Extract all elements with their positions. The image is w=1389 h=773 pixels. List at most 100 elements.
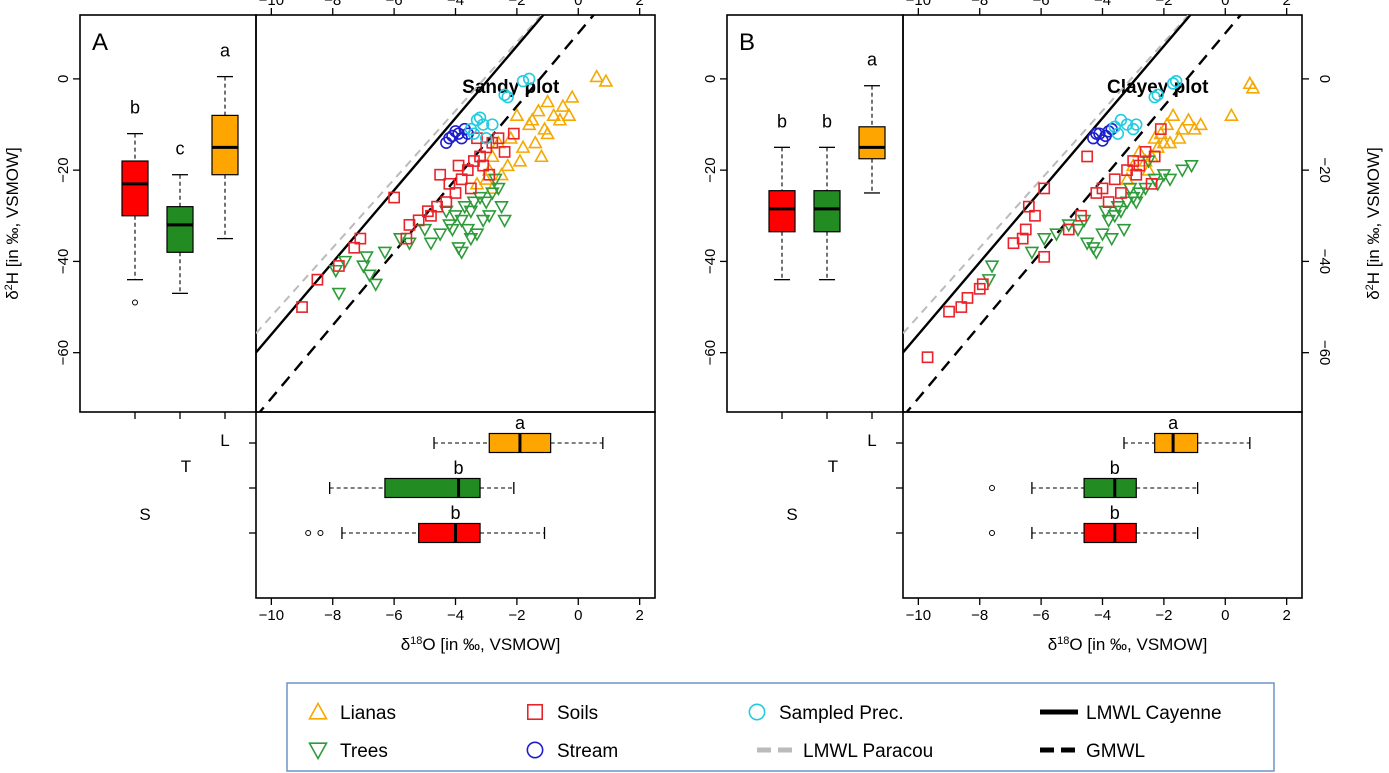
series-prec <box>464 72 536 145</box>
point-lianas <box>478 171 494 185</box>
y-tick-label-right: −60 <box>1316 340 1333 365</box>
scatter-frame <box>902 14 1303 413</box>
x-tick-label-top: −2 <box>1155 0 1172 9</box>
x-boxplot-frame <box>902 411 1303 599</box>
point-soils <box>1038 250 1051 263</box>
point-lianas <box>552 112 568 126</box>
box <box>211 114 239 176</box>
point-lianas <box>521 116 537 131</box>
point-soils <box>498 145 511 158</box>
point-trees <box>1049 228 1064 242</box>
point-trees <box>362 269 377 283</box>
x-tick-label-bottom: −10 <box>906 607 931 624</box>
legend-item-lmwl_cayenne: LMWL Cayenne <box>1040 703 1222 724</box>
point-trees <box>1110 201 1126 215</box>
y-tick-label-left: −20 <box>702 157 719 182</box>
point-trees <box>478 196 494 210</box>
point-soils <box>1096 182 1109 195</box>
point-stream <box>1093 127 1106 140</box>
y-axis-label: δ2H [in ‰, VSMOW] <box>1364 147 1383 300</box>
point-soils <box>1130 168 1143 181</box>
x-tick-label-bottom: −6 <box>1033 607 1050 624</box>
panel-letter: B <box>739 29 755 56</box>
point-trees <box>984 260 1000 274</box>
outlier <box>132 299 138 306</box>
boxplot-x-L: a <box>249 413 604 454</box>
x-tick-label-bottom: −8 <box>971 607 988 624</box>
legend-symbol <box>526 741 544 759</box>
boxplot-x-L: a <box>896 413 1251 454</box>
point-trees <box>1128 196 1144 210</box>
point-trees <box>1101 214 1116 228</box>
point-trees <box>463 205 479 219</box>
y-tick-label: −60 <box>55 340 72 365</box>
point-soils <box>412 214 425 227</box>
legend-item-stream: Stream <box>526 741 618 762</box>
significance-letter: a <box>1168 413 1179 433</box>
significance-letter: b <box>777 111 787 131</box>
category-label-S: S <box>786 505 797 524</box>
point-trees <box>463 232 479 247</box>
category-label-L: L <box>867 431 876 450</box>
point-prec <box>479 132 493 145</box>
box <box>1083 477 1137 499</box>
point-soils <box>1019 223 1032 236</box>
x-tick-label-top: 2 <box>1282 0 1290 9</box>
point-trees <box>417 223 433 238</box>
point-lianas <box>1131 144 1147 158</box>
panel-letter: A <box>92 29 108 56</box>
significance-letter: c <box>176 139 185 159</box>
point-lianas <box>564 89 580 103</box>
point-trees <box>481 210 497 224</box>
point-trees <box>1150 178 1166 192</box>
point-lianas <box>503 130 519 144</box>
point-trees <box>1024 246 1040 260</box>
line-lmwl-paracou <box>256 15 543 334</box>
significance-letter: b <box>450 503 460 523</box>
line-lmwl-paracou <box>903 15 1190 334</box>
point-trees <box>448 210 463 224</box>
point-trees <box>1079 237 1095 251</box>
point-lianas <box>515 139 531 153</box>
legend-item-lmwl_paracou: LMWL Paracou <box>757 741 933 762</box>
x-tick-label-top: 0 <box>1221 0 1229 9</box>
line-lmwl-cayenne <box>256 15 545 354</box>
point-trees <box>423 237 439 251</box>
point-lianas <box>527 135 543 149</box>
point-trees <box>484 187 500 201</box>
point-soils <box>961 292 974 304</box>
x-tick-label-top: −2 <box>508 0 525 9</box>
significance-letter: a <box>220 41 231 61</box>
y-tick-label-left: 0 <box>702 75 719 83</box>
point-lianas <box>540 125 555 140</box>
point-stream <box>1090 127 1103 140</box>
point-soils <box>955 301 968 313</box>
y-tick-label-right: −40 <box>1316 249 1333 274</box>
point-soils <box>1016 232 1029 245</box>
x-axis-label: δ18O [in ‰, VSMOW] <box>401 635 561 654</box>
point-stream <box>449 125 462 138</box>
y-tick-label: −20 <box>55 157 72 182</box>
point-trees <box>1107 210 1123 224</box>
x-tick-label-top: −8 <box>324 0 341 9</box>
legend-item-trees: Trees <box>308 741 388 762</box>
y-tick-label-left: −60 <box>702 340 719 365</box>
point-lianas <box>1174 121 1190 135</box>
category-label-T: T <box>181 457 191 476</box>
box <box>813 190 841 233</box>
point-trees <box>368 278 384 292</box>
point-trees <box>1070 223 1086 238</box>
x-tick-label-top: −10 <box>259 0 284 9</box>
point-prec <box>1148 90 1161 104</box>
point-trees <box>1089 246 1104 260</box>
point-soils <box>440 196 453 208</box>
category-label-T: T <box>828 457 838 476</box>
significance-letter: b <box>454 458 464 478</box>
series-stream <box>440 122 474 149</box>
legend-label: Sampled Prec. <box>779 703 904 724</box>
point-soils <box>296 301 308 313</box>
x-tick-label-bottom: −10 <box>259 607 284 624</box>
